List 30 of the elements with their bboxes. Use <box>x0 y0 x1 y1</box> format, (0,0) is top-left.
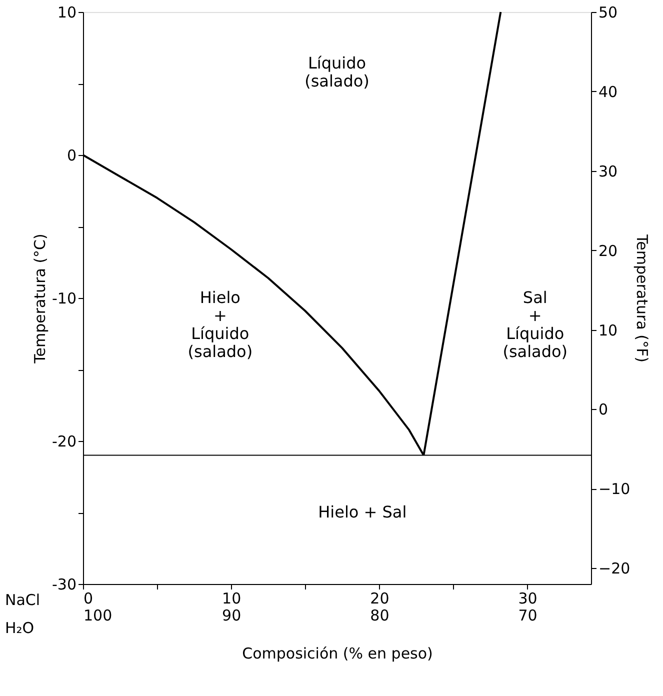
y-tick-label: -30 <box>52 576 76 594</box>
x-tick-label: 0 <box>84 590 94 608</box>
y2-tick-label: 50 <box>598 4 618 22</box>
y-axis-title: Temperatura (°C) <box>31 234 49 364</box>
y2-tick-label: 10 <box>598 321 618 340</box>
y2-tick-label: 30 <box>598 162 618 180</box>
y2-tick-label: 40 <box>598 82 618 101</box>
y-tick-label: -20 <box>52 432 76 450</box>
y-tick-label: 10 <box>57 4 76 22</box>
y2-tick-label: −10 <box>598 480 630 498</box>
x2-tick-label: 70 <box>518 606 538 624</box>
annotation: Sal + Líquido (salado) <box>502 288 568 361</box>
text: NaCl <box>5 591 40 609</box>
y2-axis-title: Temperatura (°F) <box>633 234 652 362</box>
annotation: Hielo + Líquido (salado) <box>188 288 253 361</box>
x-tick-label: 30 <box>518 590 538 608</box>
x2-tick-label: 90 <box>222 606 242 624</box>
x2-tick-label: 100 <box>84 606 112 624</box>
y-tick-label: 0 <box>66 146 76 164</box>
y-tick-label: -10 <box>52 290 76 308</box>
text: H₂O <box>5 619 34 637</box>
annotation: Hielo + Sal <box>318 502 407 522</box>
x2-tick-label: 80 <box>370 606 390 624</box>
x-tick-label: 10 <box>222 590 242 608</box>
x-tick-label: 20 <box>370 590 390 608</box>
x-axis-title: Composición (% en peso) <box>242 644 433 662</box>
annotation: Líquido (salado) <box>304 53 370 90</box>
y2-tick-label: 0 <box>598 400 608 419</box>
y2-tick-label: −20 <box>598 560 630 578</box>
y2-tick-label: 20 <box>598 242 618 260</box>
